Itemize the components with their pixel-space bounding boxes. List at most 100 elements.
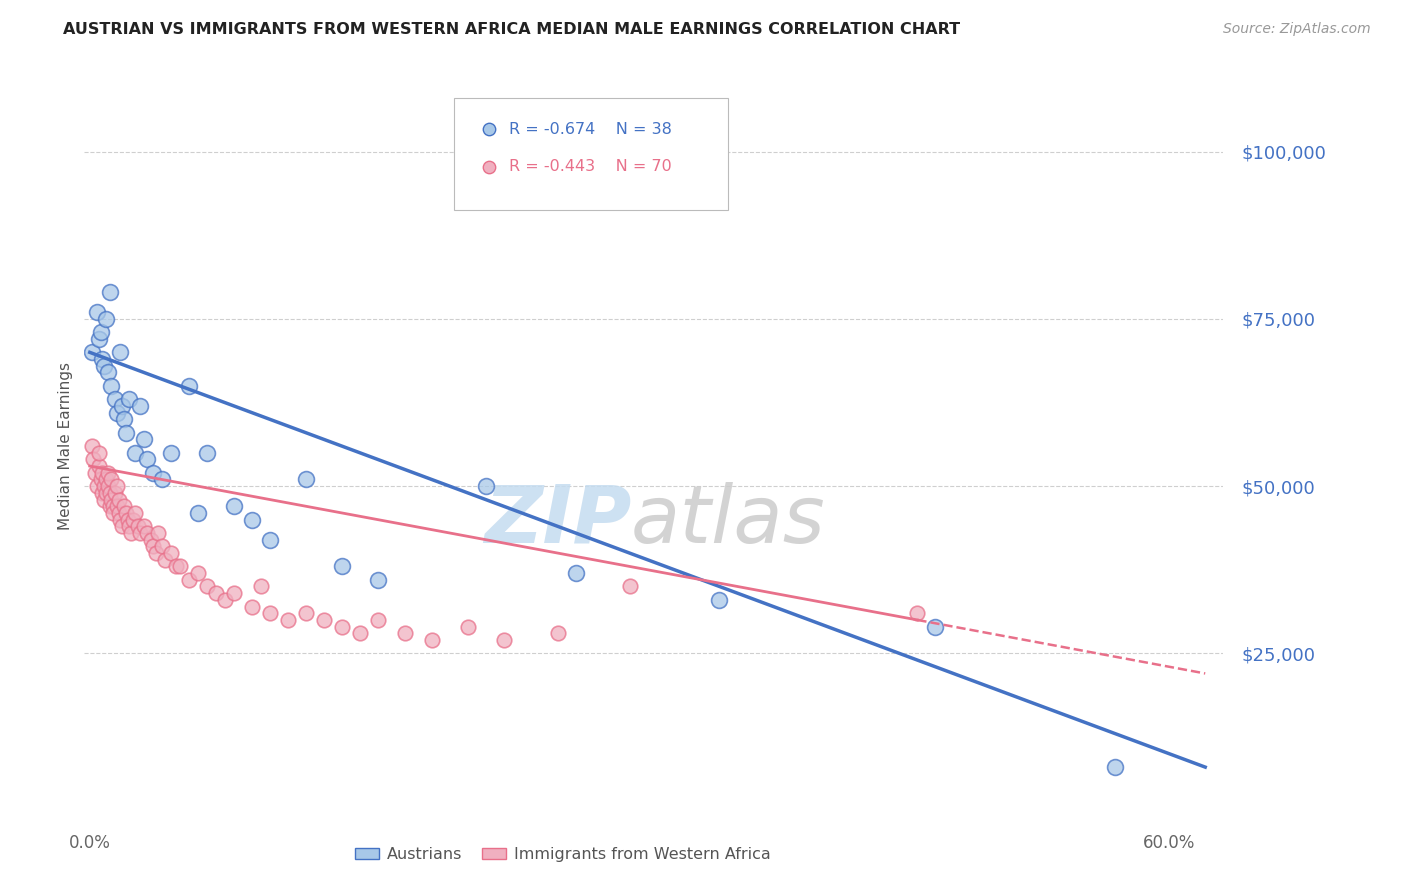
Point [159,546,181,560]
Point [87,446,110,460]
Point [105,500,128,514]
Point [240,599,263,614]
Point [107,492,129,507]
Point [105,405,128,420]
Point [394,626,416,640]
Point [214,592,236,607]
Point [114,425,136,440]
Point [564,566,586,581]
Point [98,485,121,500]
Text: R = -0.674    N = 38: R = -0.674 N = 38 [509,121,672,136]
Point [98,285,121,299]
Point [90,325,112,339]
FancyBboxPatch shape [454,97,728,210]
Point [80,439,103,453]
Point [93,479,115,493]
Point [100,473,122,487]
Y-axis label: Median Male Earnings: Median Male Earnings [58,362,73,530]
Point [104,392,127,407]
Point [86,479,108,493]
Point [222,500,245,514]
Point [117,512,139,526]
Point [136,526,159,541]
Point [905,607,928,621]
Point [94,485,117,500]
Point [91,466,114,480]
Point [82,452,104,467]
Point [112,500,135,514]
Point [165,559,187,574]
Point [619,580,641,594]
Point [101,506,124,520]
Point [87,458,110,473]
Point [97,466,120,480]
Point [100,378,122,392]
Point [124,446,146,460]
Point [547,626,569,640]
Point [139,533,162,547]
Point [129,526,152,541]
Point [129,399,152,413]
Point [120,526,142,541]
Point [240,512,263,526]
Point [124,506,146,520]
Point [277,613,299,627]
Text: atlas: atlas [631,482,825,560]
Point [101,500,124,514]
Point [294,607,316,621]
Point [112,412,135,426]
Point [97,479,120,493]
Point [330,559,353,574]
Point [1104,760,1126,774]
Text: ZIP: ZIP [484,482,631,560]
Point [249,580,271,594]
Point [110,345,132,359]
Point [492,633,515,648]
Point [474,479,496,493]
Point [457,619,479,633]
Point [105,479,128,493]
Point [97,366,120,380]
Point [150,473,173,487]
Point [87,332,110,346]
Text: AUSTRIAN VS IMMIGRANTS FROM WESTERN AFRICA MEDIAN MALE EARNINGS CORRELATION CHAR: AUSTRIAN VS IMMIGRANTS FROM WESTERN AFRI… [63,22,960,37]
Point [80,345,103,359]
Point [146,526,169,541]
Point [142,539,165,553]
Point [145,546,167,560]
Point [98,500,121,514]
Point [86,305,108,319]
Point [100,492,122,507]
Point [155,552,177,567]
Point [93,492,115,507]
Text: Source: ZipAtlas.com: Source: ZipAtlas.com [1223,22,1371,37]
Point [107,506,129,520]
Point [84,466,107,480]
Point [259,533,281,547]
Point [349,626,371,640]
Point [122,512,145,526]
Point [90,473,112,487]
Point [294,473,316,487]
Point [717,814,740,828]
Point [330,619,353,633]
Point [367,573,389,587]
Point [195,580,218,594]
Point [222,586,245,600]
Point [259,607,281,621]
Point [136,452,159,467]
Point [142,466,165,480]
Point [187,506,209,520]
Point [924,619,946,633]
Point [195,446,218,460]
Point [159,446,181,460]
Point [91,351,114,366]
Point [367,613,389,627]
Point [204,586,226,600]
Point [91,485,114,500]
Point [118,392,141,407]
Point [420,633,443,648]
Point [127,519,149,533]
Text: R = -0.443    N = 70: R = -0.443 N = 70 [509,159,672,174]
Point [111,399,134,413]
